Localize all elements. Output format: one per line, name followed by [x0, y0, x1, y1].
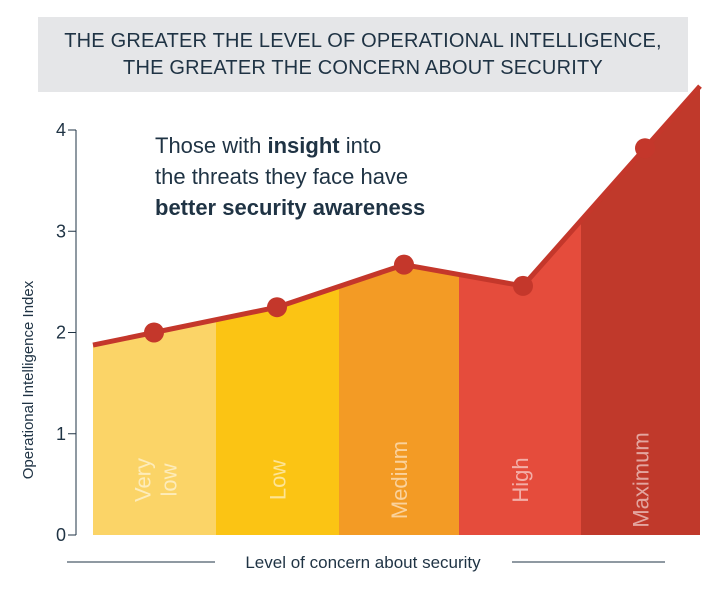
data-point-maximum	[635, 138, 655, 159]
category-label-line: Medium	[387, 441, 412, 519]
category-label-line: low	[157, 463, 182, 496]
y-tick-label: 2	[56, 323, 66, 343]
data-point-medium	[394, 254, 414, 275]
x-axis-title: Level of concern about security	[245, 553, 481, 572]
y-tick-label: 1	[56, 424, 66, 444]
annotation-text-1: Those with	[155, 133, 268, 158]
category-label-maximum: Maximum	[629, 432, 654, 527]
y-tick-label: 3	[56, 221, 66, 241]
category-label-high: High	[508, 457, 533, 502]
category-label-line: Very	[131, 458, 156, 502]
annotation-line-2: the threats they face have	[155, 164, 409, 189]
chart-annotation: Those with insight into the threats they…	[155, 130, 425, 223]
category-label-line: High	[508, 457, 533, 502]
category-label-medium: Medium	[387, 441, 412, 519]
data-point-high	[513, 275, 533, 296]
area-band-1	[93, 319, 216, 535]
category-label-low: Low	[266, 460, 291, 500]
data-point-very-low	[144, 322, 164, 343]
y-tick-label: 4	[56, 120, 66, 140]
annotation-bold-insight: insight	[267, 133, 340, 158]
data-point-low	[267, 297, 287, 318]
annotation-text-2: into	[339, 133, 382, 158]
y-tick-label: 0	[56, 525, 66, 545]
category-label-line: Low	[266, 460, 291, 500]
title-line-1: THE GREATER THE LEVEL OF OPERATIONAL INT…	[64, 29, 662, 52]
title-banner: THE GREATER THE LEVEL OF OPERATIONAL INT…	[38, 17, 688, 92]
area-band-5	[581, 86, 700, 536]
y-axis-title: Operational Intelligence Index	[20, 280, 37, 479]
category-label-line: Maximum	[629, 432, 654, 527]
title-line-2: THE GREATER THE CONCERN ABOUT SECURITY	[123, 56, 603, 79]
area-band-4	[459, 220, 581, 535]
area-band-2	[216, 286, 339, 535]
category-label-very-low: Verylow	[131, 458, 182, 502]
annotation-bold-awareness: better security awareness	[155, 195, 426, 220]
area-band-3	[339, 264, 459, 535]
